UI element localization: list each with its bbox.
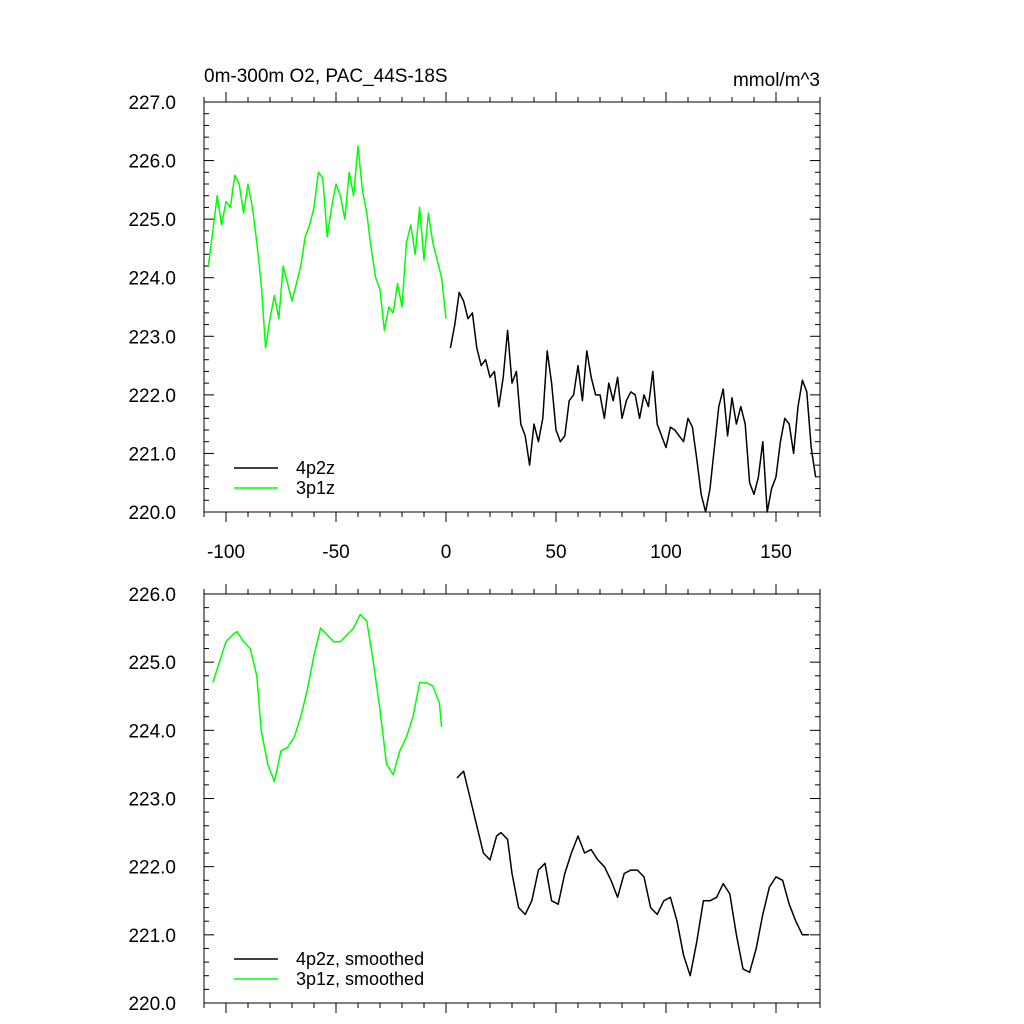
top-chart-units: mmol/m^3 [733, 70, 820, 91]
series-line-black [456, 770, 809, 977]
x-tick-label: 150 [760, 542, 792, 563]
y-tick-label: 222.0 [128, 858, 176, 879]
x-tick-label: -50 [322, 542, 349, 563]
y-tick-label: 220.0 [128, 503, 176, 524]
series-line-green [212, 613, 443, 783]
y-tick-label: 224.0 [128, 721, 176, 742]
y-tick-label: 226.0 [128, 585, 176, 606]
y-tick-label: 226.0 [128, 152, 176, 173]
y-tick-label: 220.0 [128, 994, 176, 1015]
series-line-green [207, 145, 447, 349]
x-tick-label: -100 [207, 542, 245, 563]
plot-frame [203, 101, 821, 513]
y-tick-label: 221.0 [128, 926, 176, 947]
y-tick-label: 222.0 [128, 386, 176, 407]
y-tick-label: 221.0 [128, 444, 176, 465]
y-tick-label: 223.0 [128, 790, 176, 811]
y-tick-label: 224.0 [128, 269, 176, 290]
legend-label: 4p2z [296, 458, 335, 478]
x-tick-label: 50 [545, 542, 566, 563]
x-tick-label: 0 [441, 542, 452, 563]
y-tick-label: 223.0 [128, 327, 176, 348]
x-tick-label: 100 [650, 542, 682, 563]
y-tick-label: 225.0 [128, 653, 176, 674]
top-plot-panel: 0m-300m O2, PAC_44S-18S mmol/m^3 220.0 22… [128, 66, 821, 563]
y-tick-label: 225.0 [128, 210, 176, 231]
legend-label: 3p1z [296, 478, 335, 498]
y-tick-label: 227.0 [128, 93, 176, 114]
top-chart-title: 0m-300m O2, PAC_44S-18S [204, 66, 448, 87]
legend-label: 3p1z, smoothed [296, 969, 424, 989]
bottom-plot-panel: 220.0 221.0 222.0 223.0 224.0 225.0 226.0 4p2z,… [128, 584, 821, 1015]
plot-frame [203, 593, 821, 1004]
legend-label: 4p2z, smoothed [296, 949, 424, 969]
series-line-black [449, 291, 817, 513]
